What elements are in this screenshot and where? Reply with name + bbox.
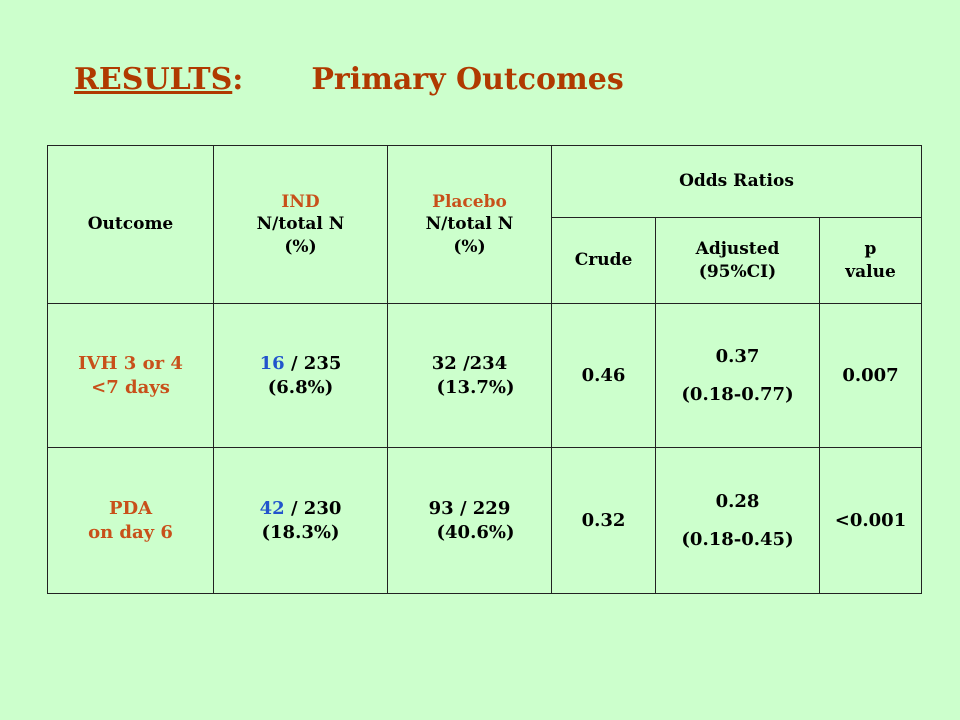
row-adjusted-ci: (0.18-0.77) xyxy=(681,383,794,405)
row-ind-n: 42 xyxy=(259,498,285,520)
row-placebo: 93 / 229 (40.6%) xyxy=(387,447,552,594)
row-ind: 42 / 230 (18.3%) xyxy=(213,447,388,594)
row-adjusted: 0.28 (0.18-0.45) xyxy=(655,447,820,594)
row-crude-value: 0.46 xyxy=(581,364,626,386)
header-crude-label: Crude xyxy=(574,250,633,271)
row-p-value: 0.007 xyxy=(819,303,922,448)
header-adjusted-line1: Adjusted xyxy=(695,239,780,260)
row-crude: 0.46 xyxy=(551,303,656,448)
header-p-line2: value xyxy=(845,261,896,282)
header-crude: Crude xyxy=(551,217,656,304)
row-outcome-line1: PDA xyxy=(108,498,153,520)
row-p-value-text: <0.001 xyxy=(834,509,907,531)
header-outcome: Outcome xyxy=(47,145,214,304)
row-placebo: 32 /234 (13.7%) xyxy=(387,303,552,448)
row-adjusted-value: 0.28 xyxy=(715,491,760,513)
row-placebo-line2: (13.7%) xyxy=(436,376,515,398)
row-adjusted-gap xyxy=(656,514,819,528)
row-adjusted-ci: (0.18-0.45) xyxy=(681,528,794,550)
row-placebo-line1: 32 /234 xyxy=(431,353,508,375)
row-crude-value: 0.32 xyxy=(581,509,626,531)
slide-title: RESULTS: Primary Outcomes xyxy=(74,62,624,97)
row-ind-total: / 235 xyxy=(290,353,342,375)
header-odds-ratios: Odds Ratios xyxy=(551,145,922,218)
row-ind-n: 16 xyxy=(259,353,285,375)
row-crude: 0.32 xyxy=(551,447,656,594)
row-ind-pct: (18.3%) xyxy=(261,521,340,543)
row-adjusted-gap xyxy=(656,369,819,383)
header-ind-sub1: N/total N xyxy=(256,214,345,235)
row-ind-line1: 16 / 235 xyxy=(214,352,387,375)
header-placebo: Placebo N/total N (%) xyxy=(387,145,552,304)
row-p-value: <0.001 xyxy=(819,447,922,594)
header-placebo-sub2: (%) xyxy=(453,236,486,257)
header-ind: IND N/total N (%) xyxy=(213,145,388,304)
header-ind-sub2: (%) xyxy=(284,236,317,257)
row-outcome: PDA on day 6 xyxy=(47,447,214,594)
row-outcome-line1: IVH 3 or 4 xyxy=(78,353,183,375)
table-row: IVH 3 or 4 <7 days 16 / 235 (6.8%) 32 /2… xyxy=(47,303,922,448)
row-ind-total: / 230 xyxy=(290,498,342,520)
row-ind-line1: 42 / 230 xyxy=(214,497,387,520)
row-adjusted-value: 0.37 xyxy=(715,346,760,368)
row-placebo-line1: 93 / 229 xyxy=(428,498,511,520)
header-odds-ratios-label: Odds Ratios xyxy=(679,171,794,192)
title-results: RESULTS xyxy=(74,62,233,97)
header-adjusted-line2: (95%CI) xyxy=(698,261,777,282)
header-placebo-name: Placebo xyxy=(432,192,507,213)
row-ind-pct: (6.8%) xyxy=(267,376,334,398)
row-placebo-line2: (40.6%) xyxy=(436,521,515,543)
results-table: Outcome IND N/total N (%) Placebo N/tota… xyxy=(47,145,922,594)
row-outcome: IVH 3 or 4 <7 days xyxy=(47,303,214,448)
header-placebo-sub1: N/total N xyxy=(425,214,514,235)
header-p-line1: p xyxy=(864,239,877,260)
row-p-value-text: 0.007 xyxy=(842,364,899,386)
header-p-value: p value xyxy=(819,217,922,304)
header-outcome-label: Outcome xyxy=(87,214,174,235)
title-colon: : xyxy=(232,62,244,97)
row-ind: 16 / 235 (6.8%) xyxy=(213,303,388,448)
table-row: PDA on day 6 42 / 230 (18.3%) 93 / 229 (… xyxy=(47,447,922,594)
row-outcome-line2: on day 6 xyxy=(88,521,173,543)
header-adjusted: Adjusted (95%CI) xyxy=(655,217,820,304)
row-outcome-line2: <7 days xyxy=(91,376,170,398)
title-subtitle: Primary Outcomes xyxy=(311,62,624,97)
row-adjusted: 0.37 (0.18-0.77) xyxy=(655,303,820,448)
header-ind-name: IND xyxy=(281,192,320,213)
